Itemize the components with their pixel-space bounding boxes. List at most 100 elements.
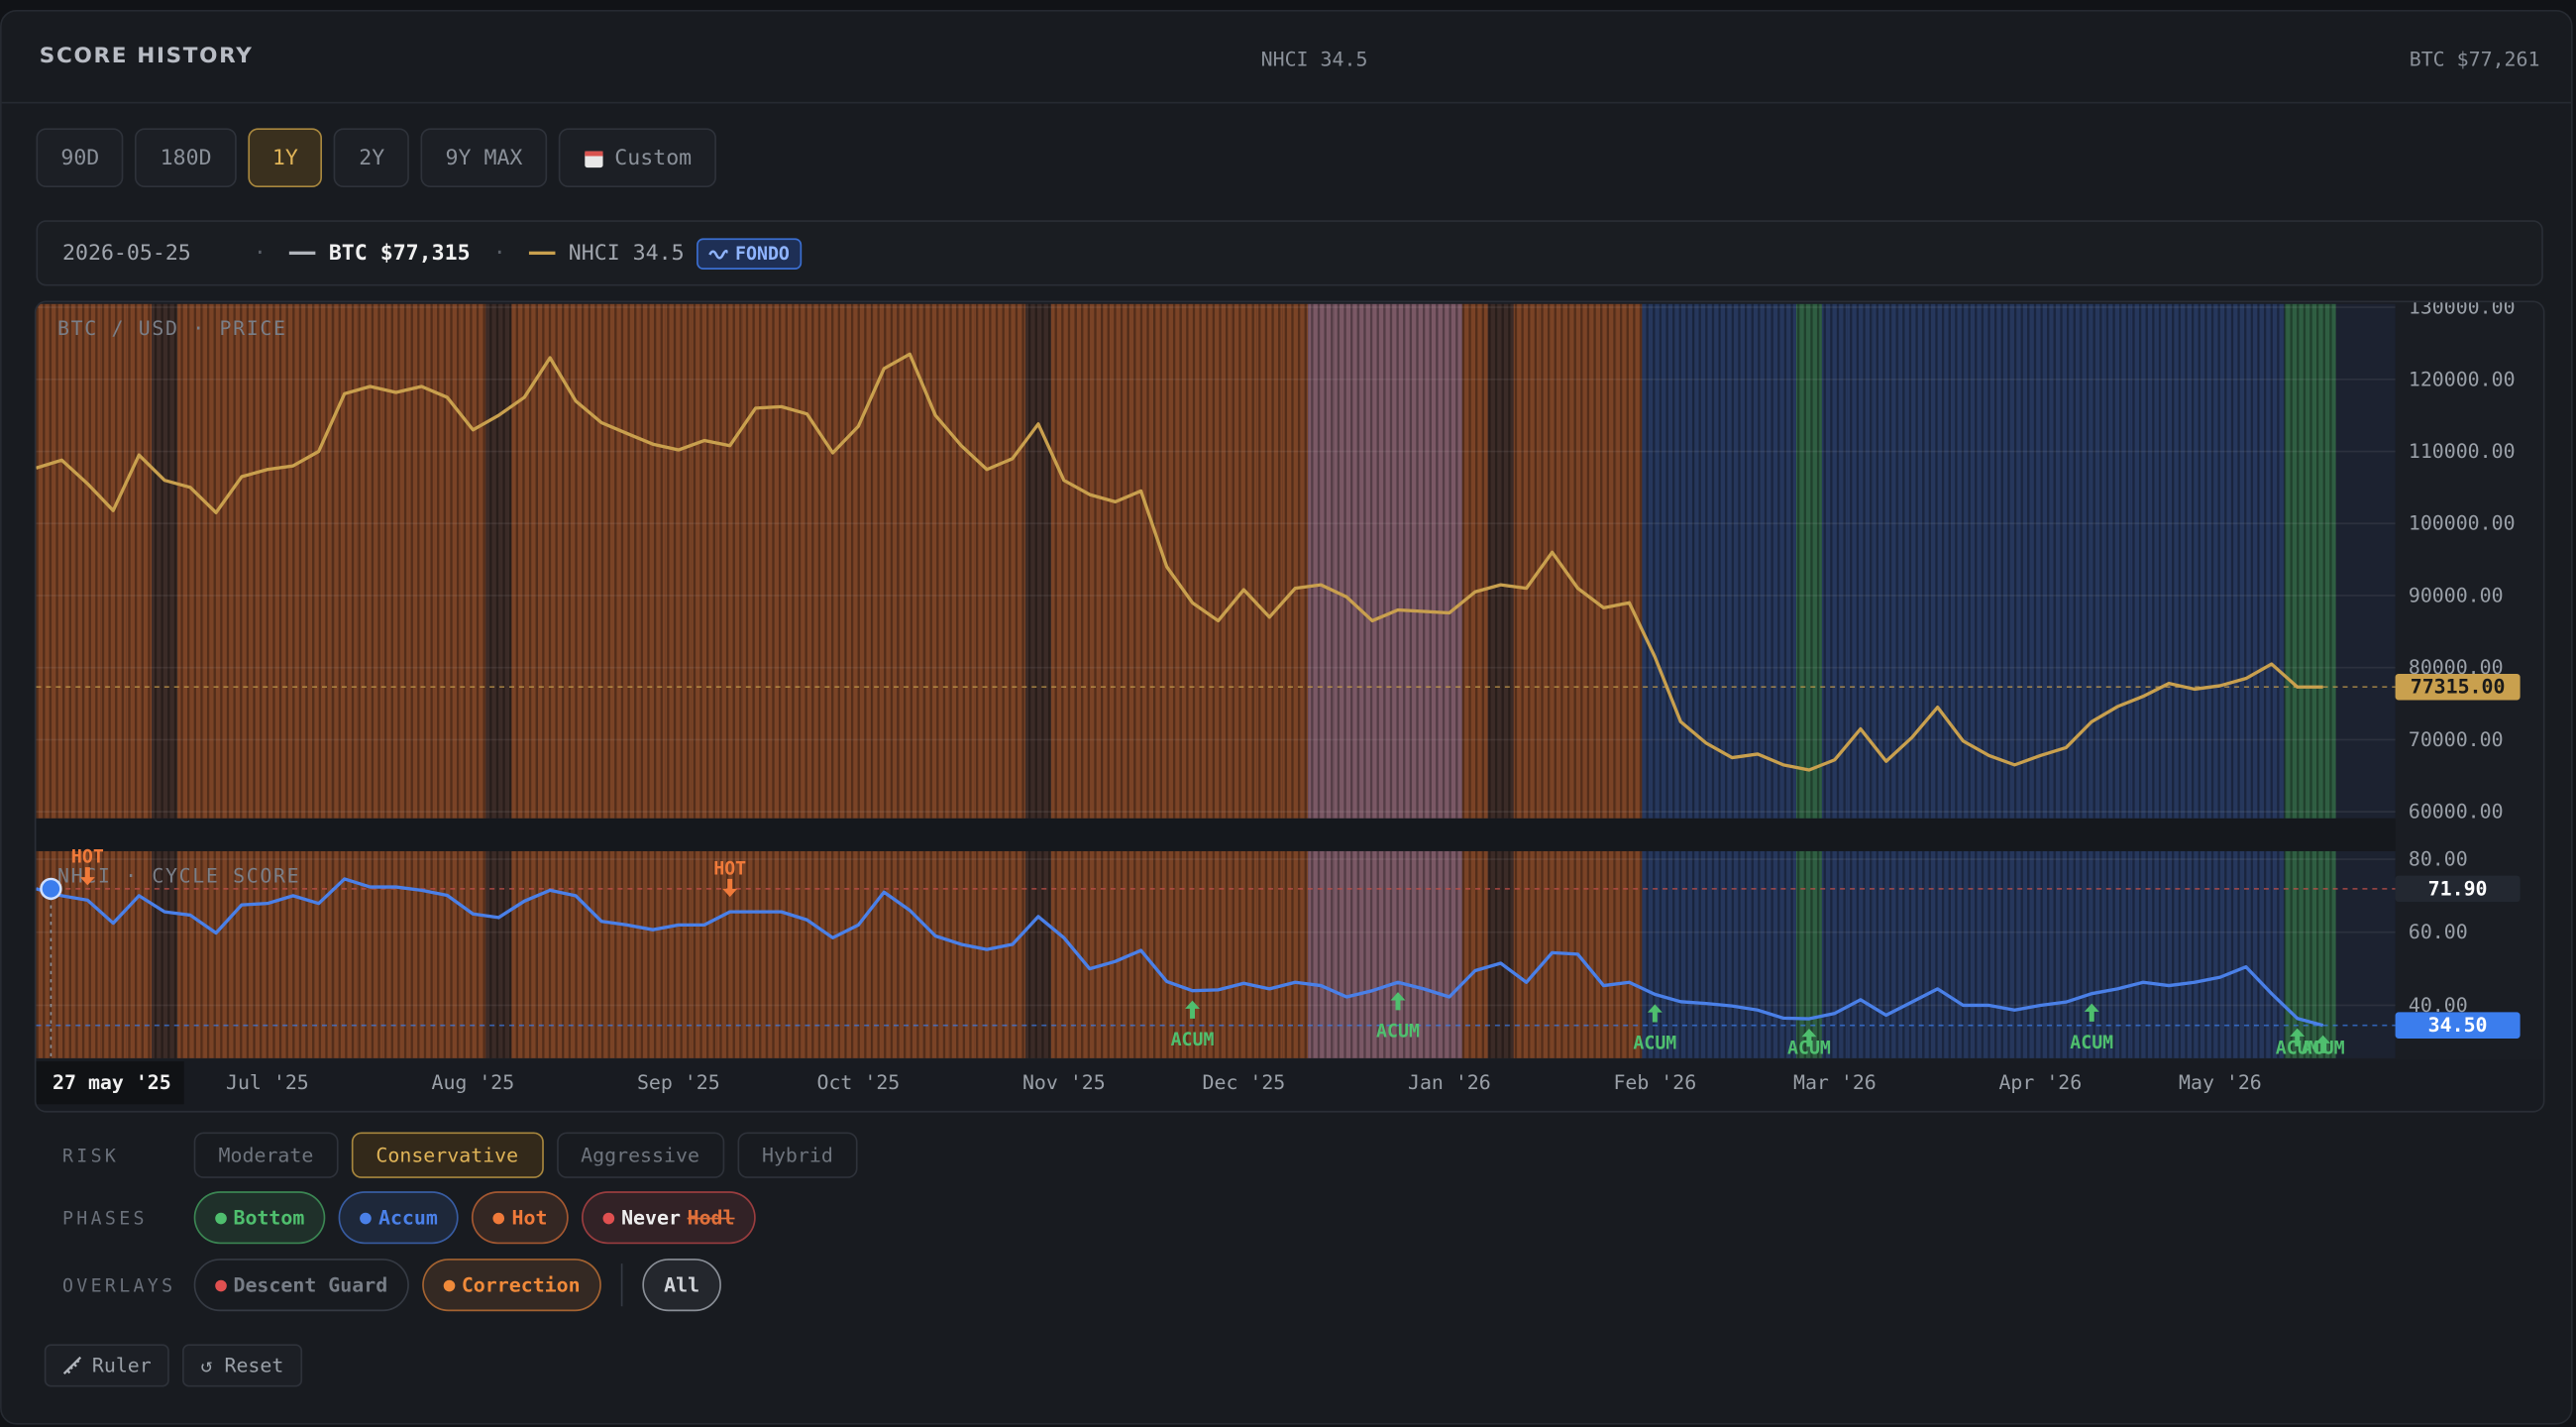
range-button[interactable]: 180D	[135, 128, 237, 188]
signal-label: HOT	[713, 858, 746, 879]
signal-label: ACUM	[1787, 1038, 1831, 1058]
reference-label: 34.50	[2428, 1014, 2488, 1037]
x-axis-band	[36, 1059, 2543, 1111]
x-tick-label: Oct '25	[816, 1071, 900, 1094]
reference-label: 77315.00	[2411, 676, 2506, 699]
y-tick-label: 60000.00	[2409, 801, 2504, 823]
phases-option[interactable]: Hot	[472, 1191, 570, 1245]
pane-title: NHCI · CYCLE SCORE	[57, 864, 300, 887]
signal-arrow	[1801, 1029, 1817, 1047]
overlays-option[interactable]: Descent Guard	[193, 1259, 409, 1312]
chip-label: Descent Guard	[233, 1273, 388, 1297]
range-label: 1Y	[271, 145, 298, 170]
signal-arrow	[2290, 1028, 2306, 1046]
risk-option[interactable]: Conservative	[351, 1132, 544, 1178]
reference-tag	[2395, 673, 2521, 701]
phases-label: PHASES	[62, 1207, 148, 1230]
y-tick-label: 80.00	[2409, 848, 2468, 871]
nhci-swatch	[528, 251, 556, 256]
signal-label: ACUM	[1376, 1021, 1420, 1042]
chip-dot	[602, 1211, 615, 1224]
chip-dot	[215, 1278, 227, 1291]
axis-column	[2395, 302, 2543, 1111]
tool-button[interactable]: ↺ Reset	[182, 1344, 302, 1387]
y-tick-label: 110000.00	[2409, 440, 2516, 463]
chart: 60000.00 70000.00 80000.00 90000.00 100000.0…	[36, 302, 2543, 1111]
range-selector: 90D 180D 1Y 2Y 9Y MAX Custom	[36, 128, 717, 188]
risk-option[interactable]: Hybrid	[737, 1132, 858, 1178]
signal-label: ACUM	[2276, 1038, 2319, 1058]
overlays-option[interactable]: Correction	[422, 1259, 602, 1312]
info-date: 2026-05-25	[62, 240, 191, 266]
signal-label: HOT	[71, 847, 104, 868]
risk-option[interactable]: Moderate	[193, 1132, 339, 1178]
risk-options: Moderate Conservative Aggressive Hybrid	[193, 1132, 858, 1178]
range-button[interactable]: 90D	[36, 128, 125, 188]
chip-strike: Hodl	[687, 1206, 735, 1230]
x-tick-label: Sep '25	[637, 1071, 720, 1094]
y-tick-label: 80000.00	[2409, 656, 2504, 679]
overlays-label: OVERLAYS	[62, 1274, 176, 1297]
signal-label: ACUM	[1171, 1030, 1215, 1050]
header-price: BTC $77,261	[2409, 48, 2540, 71]
x-tick-label: Nov '25	[1022, 1071, 1106, 1094]
chip-label: Never	[621, 1206, 681, 1230]
range-label: Custom	[614, 145, 693, 170]
phase-badge: FONDO	[697, 237, 802, 270]
cursor-dot	[40, 877, 62, 901]
phases-option[interactable]: Never Hodl	[582, 1191, 757, 1245]
ruler-icon	[62, 1356, 82, 1375]
y-tick-label: 100000.00	[2409, 512, 2516, 535]
phases-option[interactable]: Bottom	[193, 1191, 326, 1245]
range-button[interactable]: Custom	[558, 128, 717, 188]
chip-label: Bottom	[233, 1206, 305, 1230]
reference-label: 71.90	[2428, 877, 2488, 900]
x-tick-label: Aug '25	[431, 1071, 514, 1094]
range-button[interactable]: 2Y	[334, 128, 410, 188]
y-tick-label: 120000.00	[2409, 368, 2516, 390]
phases-option[interactable]: Accum	[339, 1191, 460, 1245]
chip-dot	[493, 1211, 505, 1224]
risk-option[interactable]: Aggressive	[556, 1132, 724, 1178]
x-tick-label: Mar '26	[1793, 1071, 1877, 1094]
signal-label: ACUM	[1633, 1034, 1676, 1054]
separator: ·	[253, 240, 267, 266]
signal-label: ACUM	[2302, 1038, 2345, 1058]
range-button[interactable]: 9Y MAX	[420, 128, 548, 188]
chip-dot	[360, 1211, 373, 1224]
overlays-option[interactable]: All	[642, 1259, 721, 1312]
x-tick-label: Dec '25	[1203, 1071, 1286, 1094]
y-tick-label: 70000.00	[2409, 728, 2504, 751]
tools: Ruler ↺ Reset	[44, 1344, 302, 1387]
range-button[interactable]: 1Y	[248, 128, 323, 188]
header-title: SCORE HISTORY	[39, 44, 254, 69]
range-label: 180D	[160, 145, 212, 170]
header-divider	[1, 101, 2572, 104]
range-label: 2Y	[359, 145, 385, 170]
cursor-date: 27 may '25	[53, 1071, 171, 1094]
series-line	[36, 352, 2323, 772]
tool-button[interactable]: Ruler	[44, 1344, 169, 1387]
btc-swatch	[289, 251, 316, 256]
badge-label: FONDO	[735, 242, 790, 265]
pane-title: BTC / USD · PRICE	[57, 317, 287, 340]
x-tick-label: Jan '26	[1408, 1071, 1491, 1094]
header-score: NHCI 34.5	[1260, 48, 1368, 71]
range-label: 9Y MAX	[445, 145, 523, 170]
risk-label: RISK	[62, 1145, 120, 1167]
chip-dot	[215, 1211, 227, 1224]
signal-arrow	[722, 878, 738, 898]
tool-label: Ruler	[91, 1354, 152, 1377]
tool-label: ↺ Reset	[200, 1354, 284, 1377]
signal-arrow	[2315, 1035, 2331, 1053]
series-line	[36, 877, 2324, 1028]
chart-panel: 60000.00 70000.00 80000.00 90000.00 100000.0…	[34, 300, 2545, 1113]
phase-options: Bottom Accum Hot Never Hodl	[193, 1191, 757, 1245]
info-bar: 2026-05-25 · BTC $77,315 · NHCI 34.5 FON…	[36, 220, 2543, 286]
signal-arrow	[2084, 1003, 2099, 1022]
separator: ·	[492, 240, 506, 266]
pane-gap	[36, 818, 2396, 851]
signal-arrow	[1647, 1004, 1663, 1023]
